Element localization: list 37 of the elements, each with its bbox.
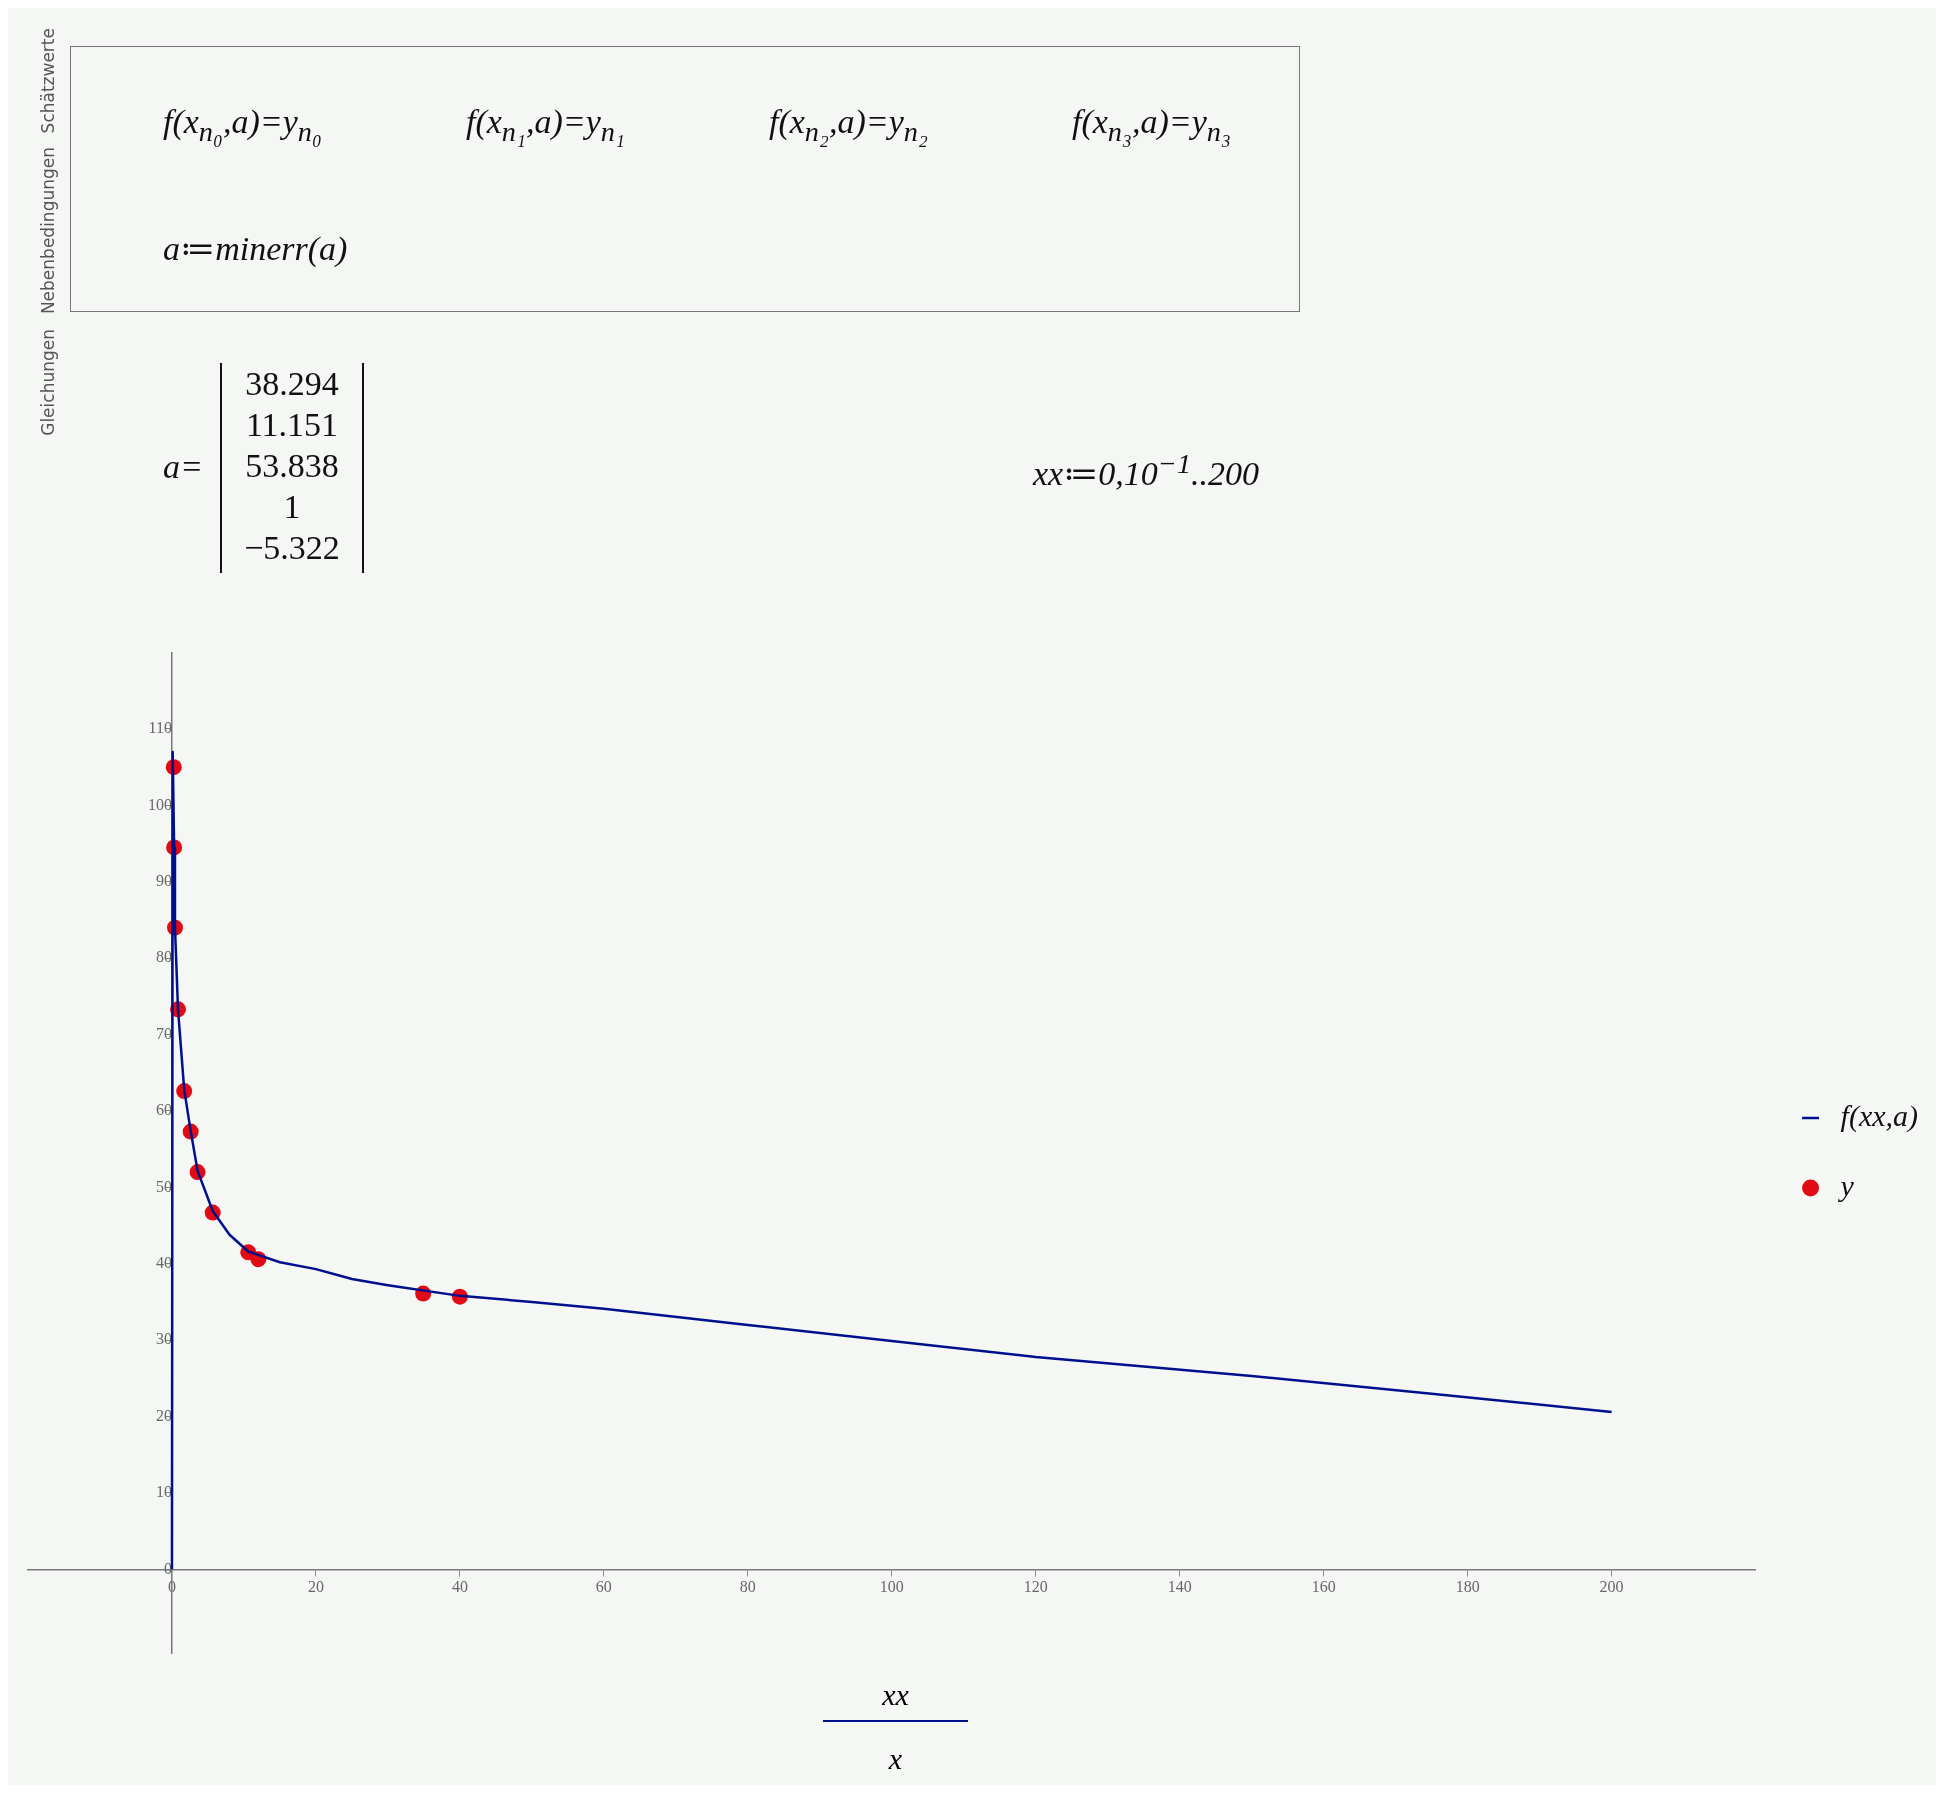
x-tick-label: 120 [1023, 1578, 1048, 1596]
y-tick-label: 40 [155, 1253, 172, 1271]
y-tick-label: 30 [155, 1330, 172, 1348]
x-tick-label: 80 [739, 1578, 756, 1596]
text: a= [163, 448, 203, 486]
x-tick-label: 140 [1167, 1578, 1192, 1596]
text: xx≔0,10$^{−1}$..200 [1033, 448, 1260, 494]
legend-label: f(xx,a) [1840, 1098, 1919, 1133]
text: 1 [282, 488, 302, 526]
text: −5.322 [243, 529, 341, 567]
text: f(x$_{n₁}$,a)=y$_{n₁}$ [466, 103, 625, 148]
x-tick-label: 160 [1311, 1578, 1336, 1596]
x-tick-label: 180 [1455, 1578, 1480, 1596]
y-tick-label: 50 [155, 1177, 172, 1195]
x-tick-label: 20 [307, 1578, 324, 1596]
y-tick-label: 80 [155, 948, 172, 966]
x-tick-label: 40 [451, 1578, 468, 1596]
text: f(x$_{n₂}$,a)=y$_{n₂}$ [769, 103, 928, 148]
y-tick-label: 70 [155, 1024, 172, 1042]
text: Gleichungen [38, 328, 58, 436]
text: Nebenbedingungen [38, 147, 58, 315]
text: 53.838 [244, 447, 340, 485]
text: Schätzwerte [38, 28, 58, 134]
y-tick-label: 10 [155, 1483, 172, 1501]
y-tick-label: 60 [155, 1101, 172, 1119]
text: a≔minerr(a) [163, 229, 348, 268]
legend-label: y [1837, 1168, 1855, 1202]
text: 38.294 [244, 365, 340, 403]
x-tick-label: 100 [879, 1578, 904, 1596]
x-tick-label: 200 [1599, 1578, 1624, 1596]
text: x [888, 1742, 903, 1775]
text: f(x$_{n₃}$,a)=y$_{n₃}$ [1072, 103, 1231, 148]
x-axis-title: xx [882, 1678, 909, 1711]
x-tick-label: 60 [595, 1578, 612, 1596]
y-tick-label: 20 [155, 1406, 172, 1424]
text: f(x$_{n₀}$,a)=y$_{n₀}$ [163, 103, 322, 148]
text: 11.151 [244, 406, 340, 444]
